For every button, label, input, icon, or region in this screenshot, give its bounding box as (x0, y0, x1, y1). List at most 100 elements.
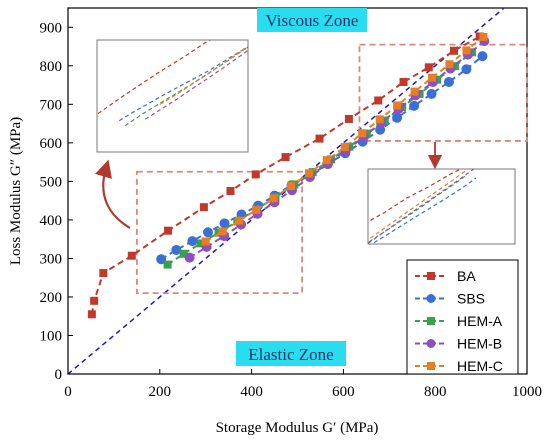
zoom-region-2 (358, 43, 528, 142)
legend: BA SBS HEM-A HEM-B HEM-C (406, 259, 519, 375)
legend-marker-ba (427, 272, 435, 280)
viscous-zone-bg (257, 8, 367, 32)
point-ba-1 (90, 296, 99, 305)
point-ba-5 (199, 203, 208, 212)
point-hem-c-1 (218, 227, 227, 236)
point-ba-3 (127, 251, 136, 260)
elastic-zone-label: Elastic Zone (248, 345, 333, 364)
series-line-ba (90, 35, 481, 315)
point-sbs-2 (187, 236, 198, 247)
y-tick-label-600: 600 (40, 136, 63, 152)
series-line-hem-c (205, 36, 485, 243)
point-hem-a-0 (163, 260, 172, 269)
inset-left-line-hem-a (124, 46, 248, 127)
y-tick-label-100: 100 (40, 328, 63, 344)
point-sbs-1 (171, 244, 182, 255)
insets-layer (96, 39, 516, 245)
point-hem-c-9 (358, 129, 367, 138)
point-hem-c-8 (340, 143, 349, 152)
axis-ticks-layer: 0 200 400 600 800 1000 0 100 200 300 400 500 600 700 8… (40, 20, 543, 400)
point-hem-c-10 (375, 115, 384, 124)
x-tick-label-800: 800 (424, 384, 447, 400)
point-hem-c-2 (235, 216, 244, 225)
point-sbs-17 (443, 76, 454, 87)
legend-box (406, 259, 519, 375)
point-ba-12 (399, 77, 408, 86)
point-ba-9 (315, 134, 324, 143)
point-hem-a-2 (196, 239, 205, 248)
y-tick-label-0: 0 (55, 367, 63, 383)
y-tick-label-300: 300 (40, 251, 63, 267)
legend-marker-hem-b (426, 339, 436, 348)
point-ba-6 (226, 187, 235, 195)
y-tick-label-900: 900 (40, 20, 63, 36)
point-hem-c-5 (287, 181, 296, 190)
point-hem-c-16 (479, 32, 488, 41)
point-hem-c-14 (445, 60, 454, 69)
point-ba-14 (450, 46, 459, 55)
inset-left-frame (96, 39, 249, 153)
zoom-arrow-left (95, 159, 131, 229)
legend-label-sbs: SBS (457, 291, 485, 307)
point-sbs-14 (392, 112, 403, 123)
point-ba-7 (251, 170, 260, 179)
point-ba-0 (87, 310, 96, 319)
inset-right-frame (367, 168, 516, 245)
legend-marker-hem-c (427, 362, 435, 370)
point-ba-10 (344, 114, 353, 123)
point-hem-c-11 (393, 101, 402, 110)
point-hem-a-16 (450, 62, 459, 71)
point-hem-c-0 (201, 237, 210, 246)
x-axis-label: Storage Modulus G′ (MPa) (216, 420, 379, 436)
point-ba-13 (424, 63, 433, 72)
viscous-zone-label: Viscous Zone (266, 11, 359, 30)
point-hem-c-7 (322, 156, 331, 165)
point-sbs-18 (461, 64, 472, 75)
y-tick-label-400: 400 (40, 213, 63, 229)
x-tick-label-0: 0 (64, 384, 72, 400)
point-hem-c-6 (304, 169, 313, 178)
point-ba-2 (99, 269, 108, 278)
zoom-region-1 (135, 170, 303, 294)
point-hem-c-15 (462, 46, 471, 55)
point-hem-b-0 (184, 252, 195, 263)
y-tick-label-800: 800 (40, 59, 63, 75)
y-tick-label-500: 500 (40, 174, 63, 190)
y-tick-label-700: 700 (40, 97, 63, 113)
legend-label-hem-c: HEM-C (457, 358, 503, 374)
y-axis-label: Loss Modulus G″ (MPa) (8, 117, 24, 265)
x-tick-label-400: 400 (240, 384, 263, 400)
x-tick-label-200: 200 (149, 384, 172, 400)
point-hem-a-9 (327, 155, 336, 164)
x-tick-label-600: 600 (332, 384, 355, 400)
point-sbs-3 (202, 227, 213, 238)
point-sbs-0 (156, 254, 167, 265)
legend-label-ba: BA (457, 268, 476, 284)
legend-marker-sbs (426, 294, 436, 303)
point-sbs-19 (477, 51, 488, 62)
series-line-hem-a (167, 51, 473, 266)
point-sbs-15 (409, 100, 420, 111)
inset-right-line-hem-a (368, 174, 468, 244)
elastic-zone-bg (236, 341, 346, 366)
inset-left-line-hem-b (144, 49, 248, 120)
zoom-regions-layer (95, 43, 528, 294)
legend-label-hem-a: HEM-A (457, 313, 503, 329)
point-hem-a-3 (214, 228, 223, 237)
point-hem-c-13 (427, 73, 436, 82)
series-layer (87, 32, 490, 319)
y-tick-label-200: 200 (40, 290, 63, 306)
legend-marker-hem-a (427, 317, 435, 325)
point-hem-a-1 (179, 249, 188, 258)
legend-label-hem-b: HEM-B (457, 336, 502, 352)
point-hem-c-3 (252, 205, 261, 214)
point-hem-c-4 (269, 194, 278, 203)
point-ba-8 (281, 153, 290, 162)
x-tick-label-1000: 1000 (512, 384, 542, 400)
point-hem-c-12 (410, 87, 419, 96)
point-sbs-16 (426, 88, 437, 99)
inset-left-line-sbs (118, 46, 248, 122)
point-ba-11 (374, 96, 383, 105)
